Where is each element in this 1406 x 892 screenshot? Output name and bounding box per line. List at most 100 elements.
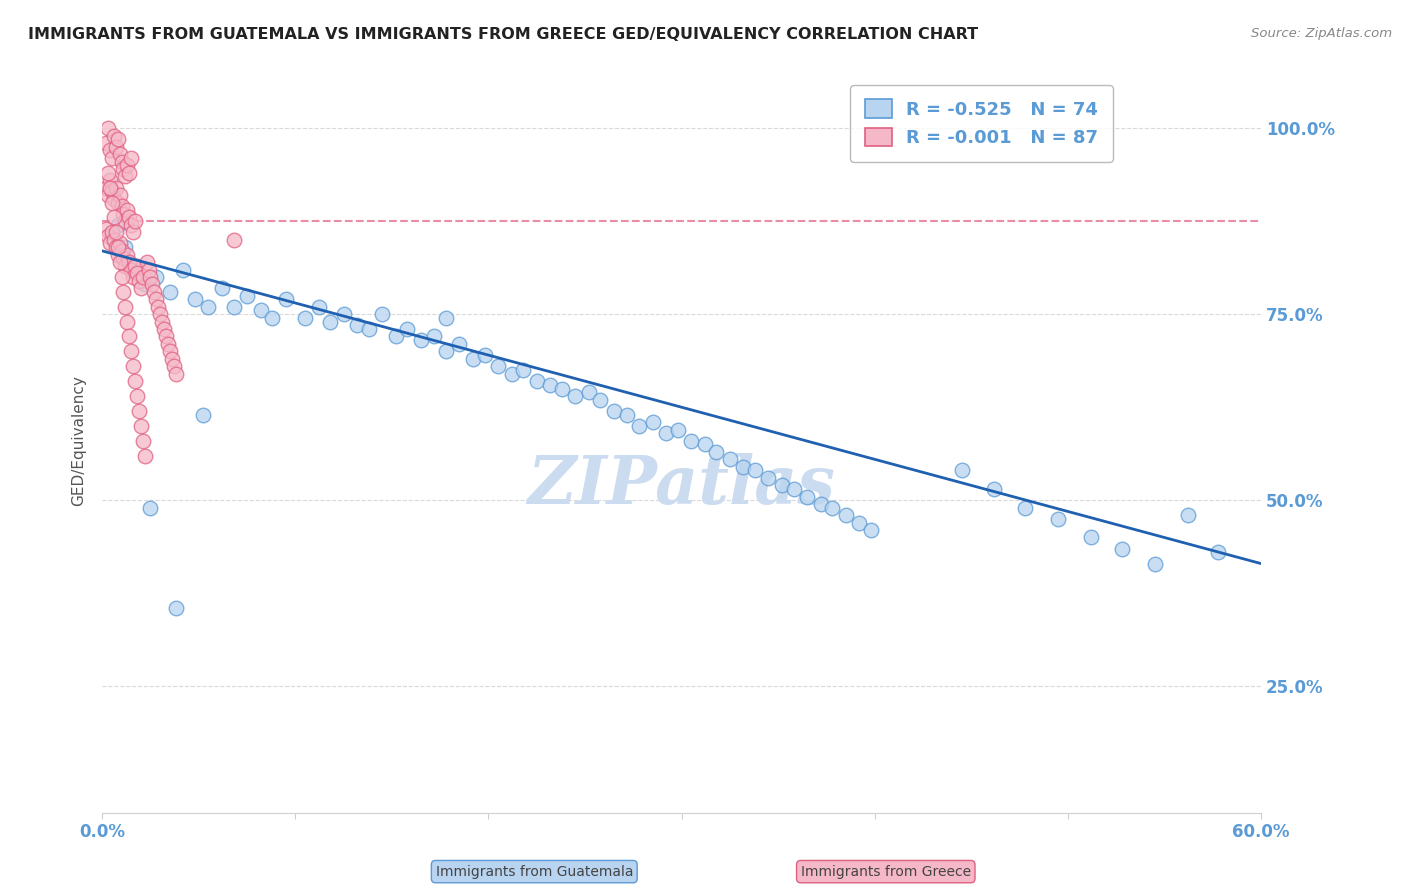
Point: [122, 359, 145, 374]
Point: [770, 478, 793, 492]
Point: [357, 322, 380, 336]
Point: [461, 351, 484, 366]
Point: [98, 236, 121, 251]
Point: [641, 415, 664, 429]
Point: [262, 310, 284, 325]
Point: [103, 192, 125, 206]
Point: [128, 404, 150, 418]
Point: [97, 121, 120, 136]
Point: [1143, 557, 1166, 571]
Point: [1047, 512, 1070, 526]
Point: [666, 423, 689, 437]
Point: [222, 233, 245, 247]
Point: [564, 389, 586, 403]
Text: IMMIGRANTS FROM GUATEMALA VS IMMIGRANTS FROM GREECE GED/EQUIVALENCY CORRELATION : IMMIGRANTS FROM GUATEMALA VS IMMIGRANTS …: [28, 27, 979, 42]
Point: [384, 329, 406, 343]
Point: [104, 225, 127, 239]
Point: [108, 236, 131, 251]
Point: [107, 218, 129, 232]
Text: Immigrants from Guatemala: Immigrants from Guatemala: [436, 864, 633, 879]
Point: [132, 269, 155, 284]
Point: [128, 274, 150, 288]
Point: [396, 322, 419, 336]
Point: [120, 151, 142, 165]
Point: [138, 262, 160, 277]
Point: [159, 344, 181, 359]
Point: [409, 333, 432, 347]
Point: [129, 281, 152, 295]
Point: [103, 211, 125, 225]
Point: [434, 344, 457, 359]
Point: [98, 144, 121, 158]
Legend: R = -0.525   N = 74, R = -0.001   N = 87: R = -0.525 N = 74, R = -0.001 N = 87: [851, 85, 1112, 161]
Point: [159, 285, 181, 299]
Point: [98, 173, 121, 187]
Point: [810, 497, 832, 511]
Point: [117, 202, 139, 217]
Point: [108, 188, 131, 202]
Point: [449, 337, 471, 351]
Point: [681, 434, 703, 448]
Point: [184, 293, 207, 307]
Point: [125, 389, 148, 403]
Point: [125, 259, 148, 273]
Point: [139, 269, 162, 284]
Point: [120, 262, 142, 277]
Point: [101, 151, 124, 165]
Point: [94, 221, 117, 235]
Point: [101, 225, 124, 239]
Point: [211, 281, 233, 295]
Point: [848, 516, 870, 530]
Point: [655, 426, 678, 441]
Text: Immigrants from Greece: Immigrants from Greece: [801, 864, 970, 879]
Point: [134, 449, 156, 463]
Point: [145, 269, 167, 284]
Point: [98, 180, 121, 194]
Point: [104, 240, 127, 254]
Point: [107, 240, 129, 254]
Point: [733, 459, 755, 474]
Point: [603, 404, 626, 418]
Point: [122, 225, 145, 239]
Point: [153, 322, 176, 336]
Point: [834, 508, 856, 523]
Point: [124, 374, 146, 388]
Point: [94, 180, 117, 194]
Point: [120, 344, 142, 359]
Y-axis label: GED/Equivalency: GED/Equivalency: [72, 376, 86, 506]
Point: [103, 128, 125, 143]
Point: [134, 277, 156, 292]
Point: [139, 500, 162, 515]
Point: [332, 307, 354, 321]
Point: [474, 348, 496, 362]
Point: [97, 229, 120, 244]
Point: [294, 310, 316, 325]
Point: [758, 471, 780, 485]
Point: [1111, 541, 1133, 556]
Point: [160, 351, 183, 366]
Point: [1014, 500, 1036, 515]
Point: [165, 367, 187, 381]
Point: [551, 382, 574, 396]
Point: [132, 434, 155, 448]
Point: [1177, 508, 1199, 523]
Text: Source: ZipAtlas.com: Source: ZipAtlas.com: [1251, 27, 1392, 40]
Point: [110, 244, 132, 258]
Point: [501, 367, 523, 381]
Point: [274, 293, 297, 307]
Point: [156, 337, 179, 351]
Point: [249, 303, 271, 318]
Point: [110, 269, 132, 284]
Point: [821, 500, 844, 515]
Point: [97, 188, 120, 202]
Point: [118, 166, 141, 180]
Text: ZIPatlas: ZIPatlas: [527, 453, 835, 518]
Point: [124, 259, 146, 273]
Point: [114, 169, 136, 184]
Point: [526, 374, 548, 388]
Point: [97, 166, 120, 180]
Point: [145, 293, 167, 307]
Point: [434, 310, 457, 325]
Point: [108, 147, 131, 161]
Point: [859, 523, 882, 537]
